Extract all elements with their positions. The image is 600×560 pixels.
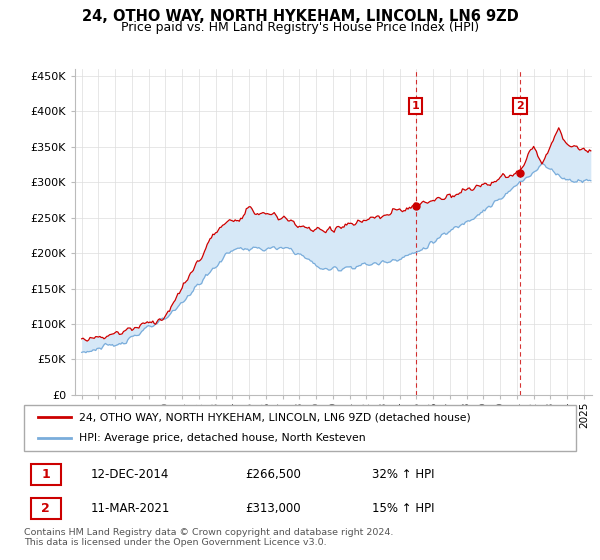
Text: £266,500: £266,500 bbox=[245, 468, 301, 481]
Text: 11-MAR-2021: 11-MAR-2021 bbox=[90, 502, 170, 515]
Text: 12-DEC-2014: 12-DEC-2014 bbox=[90, 468, 169, 481]
Bar bbox=[31, 464, 61, 484]
Text: 24, OTHO WAY, NORTH HYKEHAM, LINCOLN, LN6 9ZD (detached house): 24, OTHO WAY, NORTH HYKEHAM, LINCOLN, LN… bbox=[79, 412, 471, 422]
Text: 2: 2 bbox=[41, 502, 50, 515]
Text: 24, OTHO WAY, NORTH HYKEHAM, LINCOLN, LN6 9ZD: 24, OTHO WAY, NORTH HYKEHAM, LINCOLN, LN… bbox=[82, 9, 518, 24]
Text: 32% ↑ HPI: 32% ↑ HPI bbox=[372, 468, 434, 481]
Text: £313,000: £313,000 bbox=[245, 502, 301, 515]
Text: 15% ↑ HPI: 15% ↑ HPI bbox=[372, 502, 434, 515]
Text: 2: 2 bbox=[516, 101, 524, 111]
Bar bbox=[31, 498, 61, 519]
Text: Contains HM Land Registry data © Crown copyright and database right 2024.
This d: Contains HM Land Registry data © Crown c… bbox=[24, 528, 394, 547]
Text: Price paid vs. HM Land Registry's House Price Index (HPI): Price paid vs. HM Land Registry's House … bbox=[121, 21, 479, 34]
Text: 1: 1 bbox=[412, 101, 419, 111]
Text: 1: 1 bbox=[41, 468, 50, 481]
Text: HPI: Average price, detached house, North Kesteven: HPI: Average price, detached house, Nort… bbox=[79, 433, 366, 444]
